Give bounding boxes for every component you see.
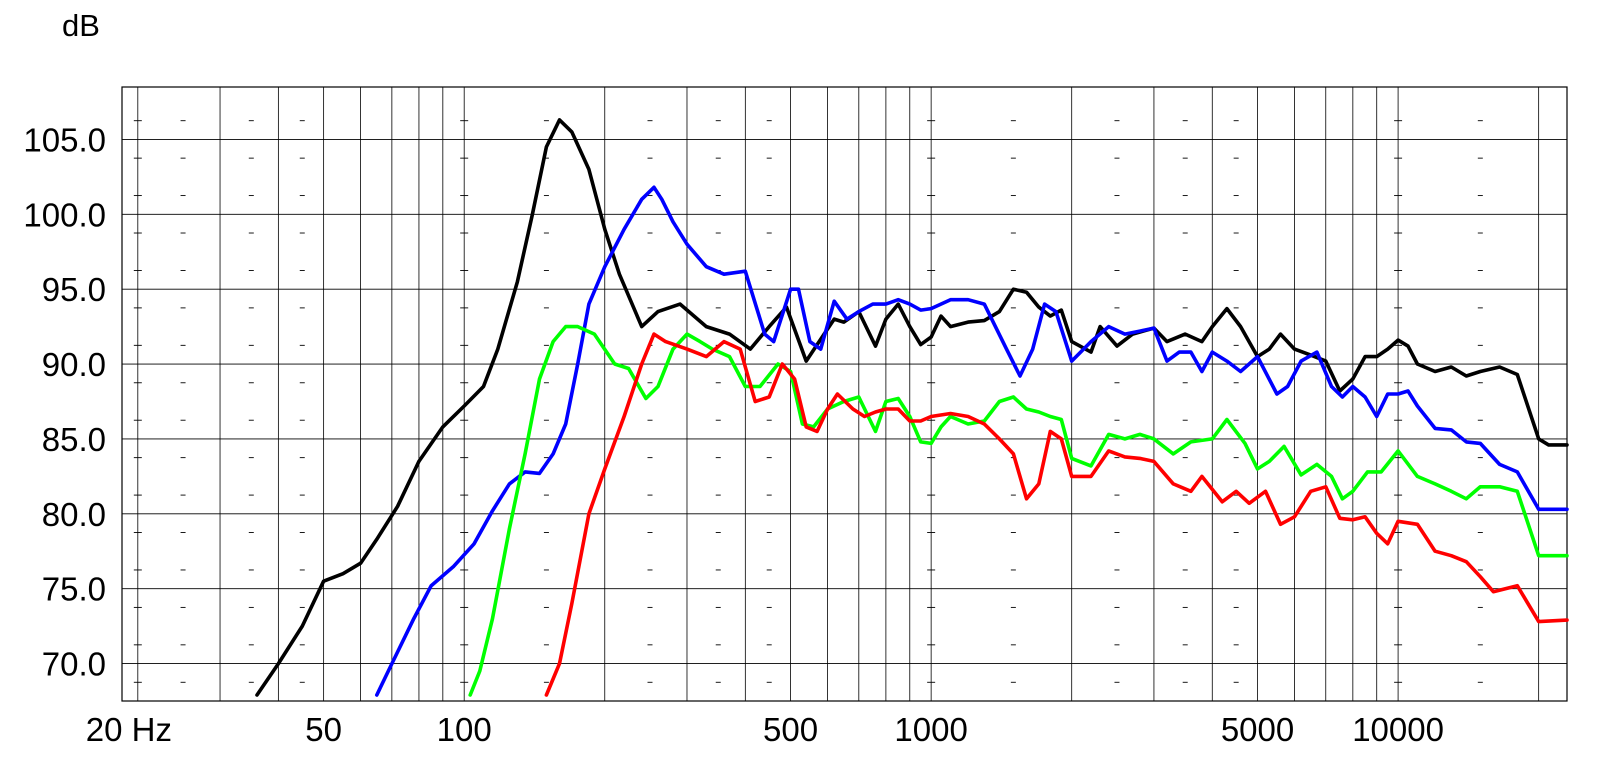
x-tick-label: 20 Hz xyxy=(86,711,172,748)
x-tick-label: 5000 xyxy=(1221,711,1294,748)
y-tick-label: 75.0 xyxy=(42,571,106,608)
x-tick-label: 100 xyxy=(437,711,492,748)
x-axis-tick-labels: 20 Hz 50 100 500 1000 5000 10000 xyxy=(86,711,1444,748)
plot-frame xyxy=(121,86,1568,702)
y-tick-label: 90.0 xyxy=(42,346,106,383)
series-line-2 xyxy=(468,324,1569,697)
y-tick-label: 70.0 xyxy=(42,646,106,683)
x-tick-label: 50 xyxy=(305,711,342,748)
x-tick-label: 1000 xyxy=(894,711,967,748)
y-tick-label: 95.0 xyxy=(42,271,106,308)
x-tick-label: 500 xyxy=(763,711,818,748)
series-line-0 xyxy=(255,118,1569,697)
y-tick-label: 100.0 xyxy=(23,196,106,233)
y-axis-unit-label: dB xyxy=(62,8,100,43)
series-group xyxy=(255,118,1569,697)
series-line-1 xyxy=(374,185,1569,697)
grid xyxy=(121,86,1568,702)
y-axis-tick-labels: 70.0 75.0 80.0 85.0 90.0 95.0 100.0 105.0 xyxy=(23,121,106,682)
y-tick-label: 80.0 xyxy=(42,496,106,533)
x-tick-label: 10000 xyxy=(1352,711,1444,748)
series-line-3 xyxy=(544,332,1569,697)
y-tick-label: 85.0 xyxy=(42,421,106,458)
y-tick-label: 105.0 xyxy=(23,121,106,158)
